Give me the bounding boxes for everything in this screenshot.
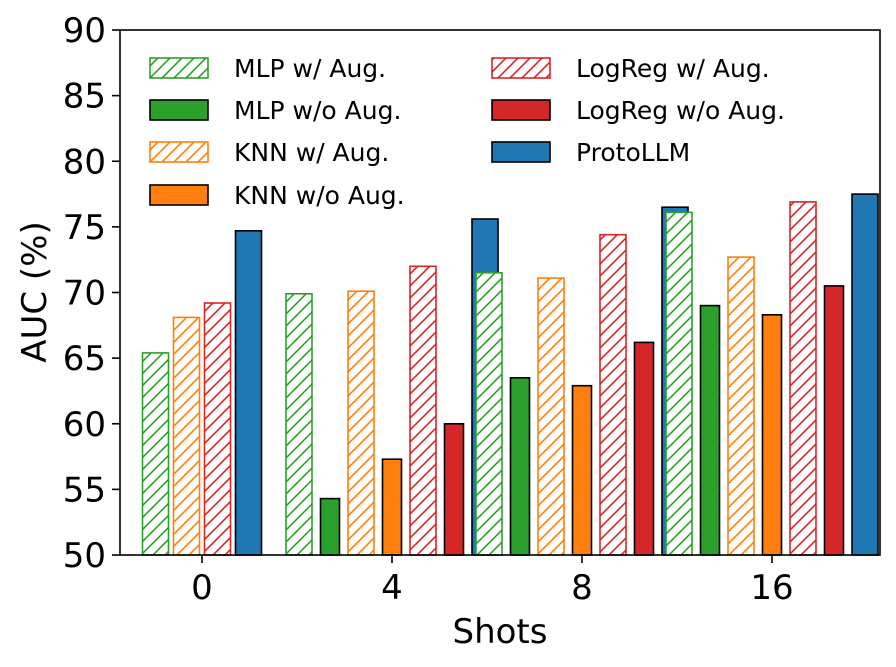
legend-label: MLP w/ Aug. bbox=[234, 54, 386, 83]
x-tick-label: 8 bbox=[571, 568, 593, 608]
bar-logreg-w-o-aug-4 bbox=[443, 422, 465, 556]
y-tick-label: 55 bbox=[63, 470, 106, 510]
bars-group bbox=[141, 193, 879, 556]
legend-label: ProtoLLM bbox=[576, 138, 690, 167]
legend-label: MLP w/o Aug. bbox=[234, 96, 401, 125]
y-axis-title: AUC (%) bbox=[15, 221, 55, 363]
bar-knn-w-o-aug-16 bbox=[761, 313, 783, 556]
legend-swatch bbox=[149, 57, 209, 79]
bar-mlp-w-o-aug-4 bbox=[319, 497, 341, 556]
legend-label: KNN w/ Aug. bbox=[234, 138, 389, 167]
bar-logreg-w-aug-0 bbox=[203, 302, 232, 556]
y-tick-label: 70 bbox=[63, 274, 106, 314]
bar-logreg-w-aug-8 bbox=[599, 233, 627, 556]
bar-mlp-w-aug-4 bbox=[285, 292, 313, 556]
bar-logreg-w-aug-16 bbox=[789, 201, 817, 556]
bar-knn-w-aug-0 bbox=[172, 316, 201, 556]
y-axis: 50 55 60 65 70 75 80 85 90 bbox=[63, 11, 120, 576]
legend-item: MLP w/ Aug. bbox=[149, 54, 386, 83]
bar-knn-w-aug-16 bbox=[727, 256, 755, 556]
legend-swatch bbox=[149, 184, 209, 206]
legend-swatch bbox=[149, 99, 209, 121]
bar-logreg-w-aug-4 bbox=[409, 265, 437, 556]
bar-mlp-w-aug-0 bbox=[141, 352, 170, 556]
legend-swatch bbox=[491, 57, 551, 79]
legend-swatch bbox=[491, 99, 551, 121]
bar-protollm-16 bbox=[851, 193, 879, 556]
legend-label: LogReg w/ Aug. bbox=[576, 54, 770, 83]
legend-item: ProtoLLM bbox=[491, 138, 690, 167]
x-tick-label: 0 bbox=[191, 568, 213, 608]
y-tick-label: 60 bbox=[63, 405, 106, 445]
y-tick-label: 85 bbox=[63, 77, 106, 117]
legend-label: LogReg w/o Aug. bbox=[576, 96, 785, 125]
legend-swatch bbox=[491, 141, 551, 163]
legend-item: LogReg w/ Aug. bbox=[491, 54, 770, 83]
bar-mlp-w-aug-8 bbox=[475, 271, 503, 556]
legend: MLP w/ Aug. MLP w/o Aug. KNN w/ Aug. KNN w/… bbox=[149, 54, 785, 210]
legend-item: MLP w/o Aug. bbox=[149, 96, 401, 125]
x-tick-label: 4 bbox=[381, 568, 403, 608]
y-tick-label: 75 bbox=[63, 208, 106, 248]
bar-knn-w-aug-8 bbox=[537, 277, 565, 556]
legend-label: KNN w/o Aug. bbox=[234, 181, 405, 210]
legend-item: KNN w/o Aug. bbox=[149, 181, 405, 210]
bar-mlp-w-o-aug-8 bbox=[509, 376, 531, 556]
y-tick-label: 50 bbox=[63, 536, 106, 576]
x-tick-label: 16 bbox=[750, 568, 793, 608]
legend-item: KNN w/ Aug. bbox=[149, 138, 389, 167]
y-tick-label: 65 bbox=[63, 339, 106, 379]
x-axis-title: Shots bbox=[453, 612, 548, 652]
legend-swatch bbox=[149, 141, 209, 163]
bar-logreg-w-o-aug-16 bbox=[823, 285, 845, 556]
bar-knn-w-aug-4 bbox=[347, 290, 375, 556]
bar-knn-w-o-aug-8 bbox=[571, 384, 593, 556]
y-tick-label: 90 bbox=[63, 11, 106, 51]
bar-knn-w-o-aug-4 bbox=[381, 458, 403, 556]
bar-protollm-0 bbox=[234, 230, 263, 556]
y-tick-label: 80 bbox=[63, 142, 106, 182]
bar-logreg-w-o-aug-8 bbox=[633, 341, 655, 556]
legend-item: LogReg w/o Aug. bbox=[491, 96, 785, 125]
bar-mlp-w-aug-16 bbox=[665, 211, 693, 556]
x-axis: 0 4 8 16 bbox=[191, 555, 794, 608]
bar-mlp-w-o-aug-16 bbox=[699, 304, 721, 556]
